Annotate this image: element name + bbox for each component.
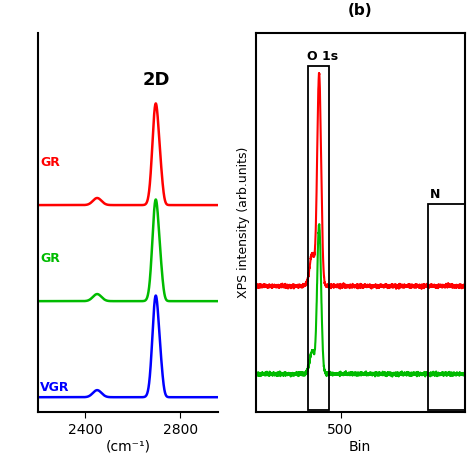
Text: GR: GR [40,252,60,265]
Text: GR: GR [40,156,60,169]
Text: O 1s: O 1s [307,50,338,64]
Bar [428,203,467,410]
X-axis label: Bin: Bin [349,439,371,454]
Text: VGR: VGR [40,381,70,393]
Text: 2D: 2D [142,71,170,89]
X-axis label: (cm⁻¹): (cm⁻¹) [106,439,150,454]
Text: (b): (b) [348,3,373,18]
Y-axis label: XPS intensity (arb.units): XPS intensity (arb.units) [237,147,250,299]
Bar [309,66,328,410]
Text: N: N [429,188,440,201]
